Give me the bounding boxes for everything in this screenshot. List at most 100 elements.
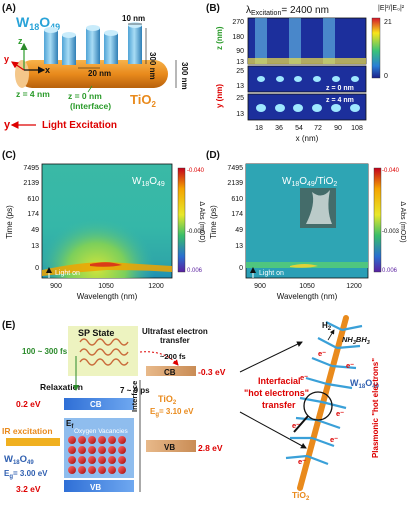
d-cb-label: Δ Abs (mOD) [399,201,406,242]
vb-label: VB [90,483,101,492]
eg-w-label: Eg= 3.00 eV [4,469,48,480]
svg-text:e⁻: e⁻ [346,361,354,370]
x-axis-label: x [45,65,50,75]
b-ytick-13a: 13 [236,59,244,66]
b-xtick-36: 36 [275,125,283,132]
b-xtick-90: 90 [334,125,342,132]
h2-arrow [327,329,335,341]
d-material: W18O49/TiO2 [282,176,337,188]
tio2-cb-slab [146,366,196,376]
vacancies-label: Oxygen Vacancies [74,428,128,435]
panel-c-label: (C) [2,150,16,161]
vm03-label: -0.3 eV [198,367,226,377]
b-colorbar-min: 0 [384,73,388,80]
arrow-to-wire-bottom [239,411,307,449]
tio2-cb-label: CB [164,368,176,377]
panel-d: (D) W18O49/TiO2 Light on 7495 2139 610 1… [206,150,406,301]
v28-label: 2.8 eV [198,443,223,453]
b-ytick-90: 90 [236,48,244,55]
v02-label: 0.2 eV [16,399,41,409]
label-20nm: 20 nm [88,69,111,78]
d-xlabel: Wavelength (nm) [277,292,338,301]
tio2-rod [18,60,168,88]
panel-b: (B) λExcitation= 2400 nm z = 0 nm z = 4 … [206,3,405,143]
y-axis-arrow [11,61,25,71]
panel-e: (E) SP State Ultrafast electron transfer… [2,315,380,502]
t100-label: 100 ~ 300 fs [22,347,68,356]
panel-a-label: (A) [2,3,16,14]
c-ytick-1: 2139 [23,180,39,187]
ir-label: IR excitation [2,426,53,436]
d-ytick-0: 7495 [227,165,243,172]
ir-arrow-body [6,438,60,446]
d-xtick-900: 900 [254,283,266,290]
c-xtick-1200: 1200 [148,283,164,290]
c-cb-tick-1: -0.003 [187,229,205,235]
b-colorbar-title: |E|²/|E₀|² [378,5,405,12]
b-colorbar-max: 21 [384,19,392,26]
d-xtick-1200: 1200 [346,283,362,290]
y-axis-label: y [4,54,9,64]
h2-label: H2 [322,321,332,332]
b-ytick-25a: 25 [236,68,244,75]
b-xlabel: x (nm) [296,134,319,143]
panel-c: (C) W18O49 Light on 7495 2139 610 174 49… [2,150,205,301]
nanowire-illustration [285,315,363,491]
d-ytick-6: 0 [239,265,243,272]
tag-z0: z = 0 nm [326,85,354,92]
z4-label: z = 4 nm [16,89,50,99]
d-xtick-1050: 1050 [299,283,315,290]
panel-d-label: (D) [206,150,220,161]
tio2-label: TiO2 [130,92,156,109]
light-excitation-label: Light Excitation [42,120,117,131]
d-ytick-1: 2139 [227,180,243,187]
hot-label: "hot electrons" [244,388,309,398]
rod-end-cap [15,60,29,88]
sp-state-label: SP State [78,328,114,338]
d-cb-tick-0: -0.040 [382,168,400,174]
z0-label: z = 0 nm [68,91,102,101]
d-ylabel: Time (ps) [209,205,218,239]
tio2-r-label: TiO2 [292,490,310,500]
tio2-e-label: TiO2 [158,394,177,406]
c-ytick-6: 0 [35,265,39,272]
svg-text:e⁻: e⁻ [336,409,344,418]
d-colorbar [373,167,382,273]
panel-b-title: λExcitation= 2400 nm [246,5,329,17]
w18o49-vb-slab [64,480,134,492]
label-300nm-rod: 300 nm [180,62,189,90]
nh3bh3-label: NH3BH3 [342,335,370,346]
interface-label-e: Interface [130,381,139,412]
b-ylabel-y: y (nm) [215,84,224,108]
d-cb-tick-2: 0.006 [382,268,398,274]
field-map-z0 [247,65,367,93]
d-ytick-2: 610 [231,196,243,203]
electron-markers: e⁻ e⁻ e⁻ e⁻ e⁻ e⁻ e⁻ [292,349,354,466]
label-300nm-wire: 300 nm [148,52,157,80]
z-axis-label: z [18,36,23,46]
v32-label: 3.2 eV [16,484,41,494]
d-ytick-3: 174 [231,211,243,218]
c-colorbar [177,167,186,273]
transfer-label: transfer [160,336,190,345]
c-ytick-3: 174 [27,211,39,218]
panel-b-label: (B) [206,3,220,14]
b-ytick-25b: 25 [236,95,244,102]
c-cb-tick-2: 0.006 [187,268,203,274]
svg-text:e⁻: e⁻ [298,457,306,466]
eg-tio2-label: Eg= 3.10 eV [150,407,194,418]
t200-label: ~200 fs [160,352,186,361]
b-xtick-72: 72 [314,125,322,132]
interfacial-label: Interfacial [258,376,301,386]
hot-transfer-label: transfer [262,400,296,410]
d-cb-tick-1: -0.003 [382,229,400,235]
c-xtick-900: 900 [50,283,62,290]
c-xlabel: Wavelength (nm) [77,292,138,301]
t7-label: 7 ~ 9 ps [120,386,150,395]
w18o49-r-label: W18O49 [350,378,380,390]
svg-text:e⁻: e⁻ [300,373,308,382]
c-light-on: Light on [55,270,80,277]
d-light-on: Light on [259,270,284,277]
